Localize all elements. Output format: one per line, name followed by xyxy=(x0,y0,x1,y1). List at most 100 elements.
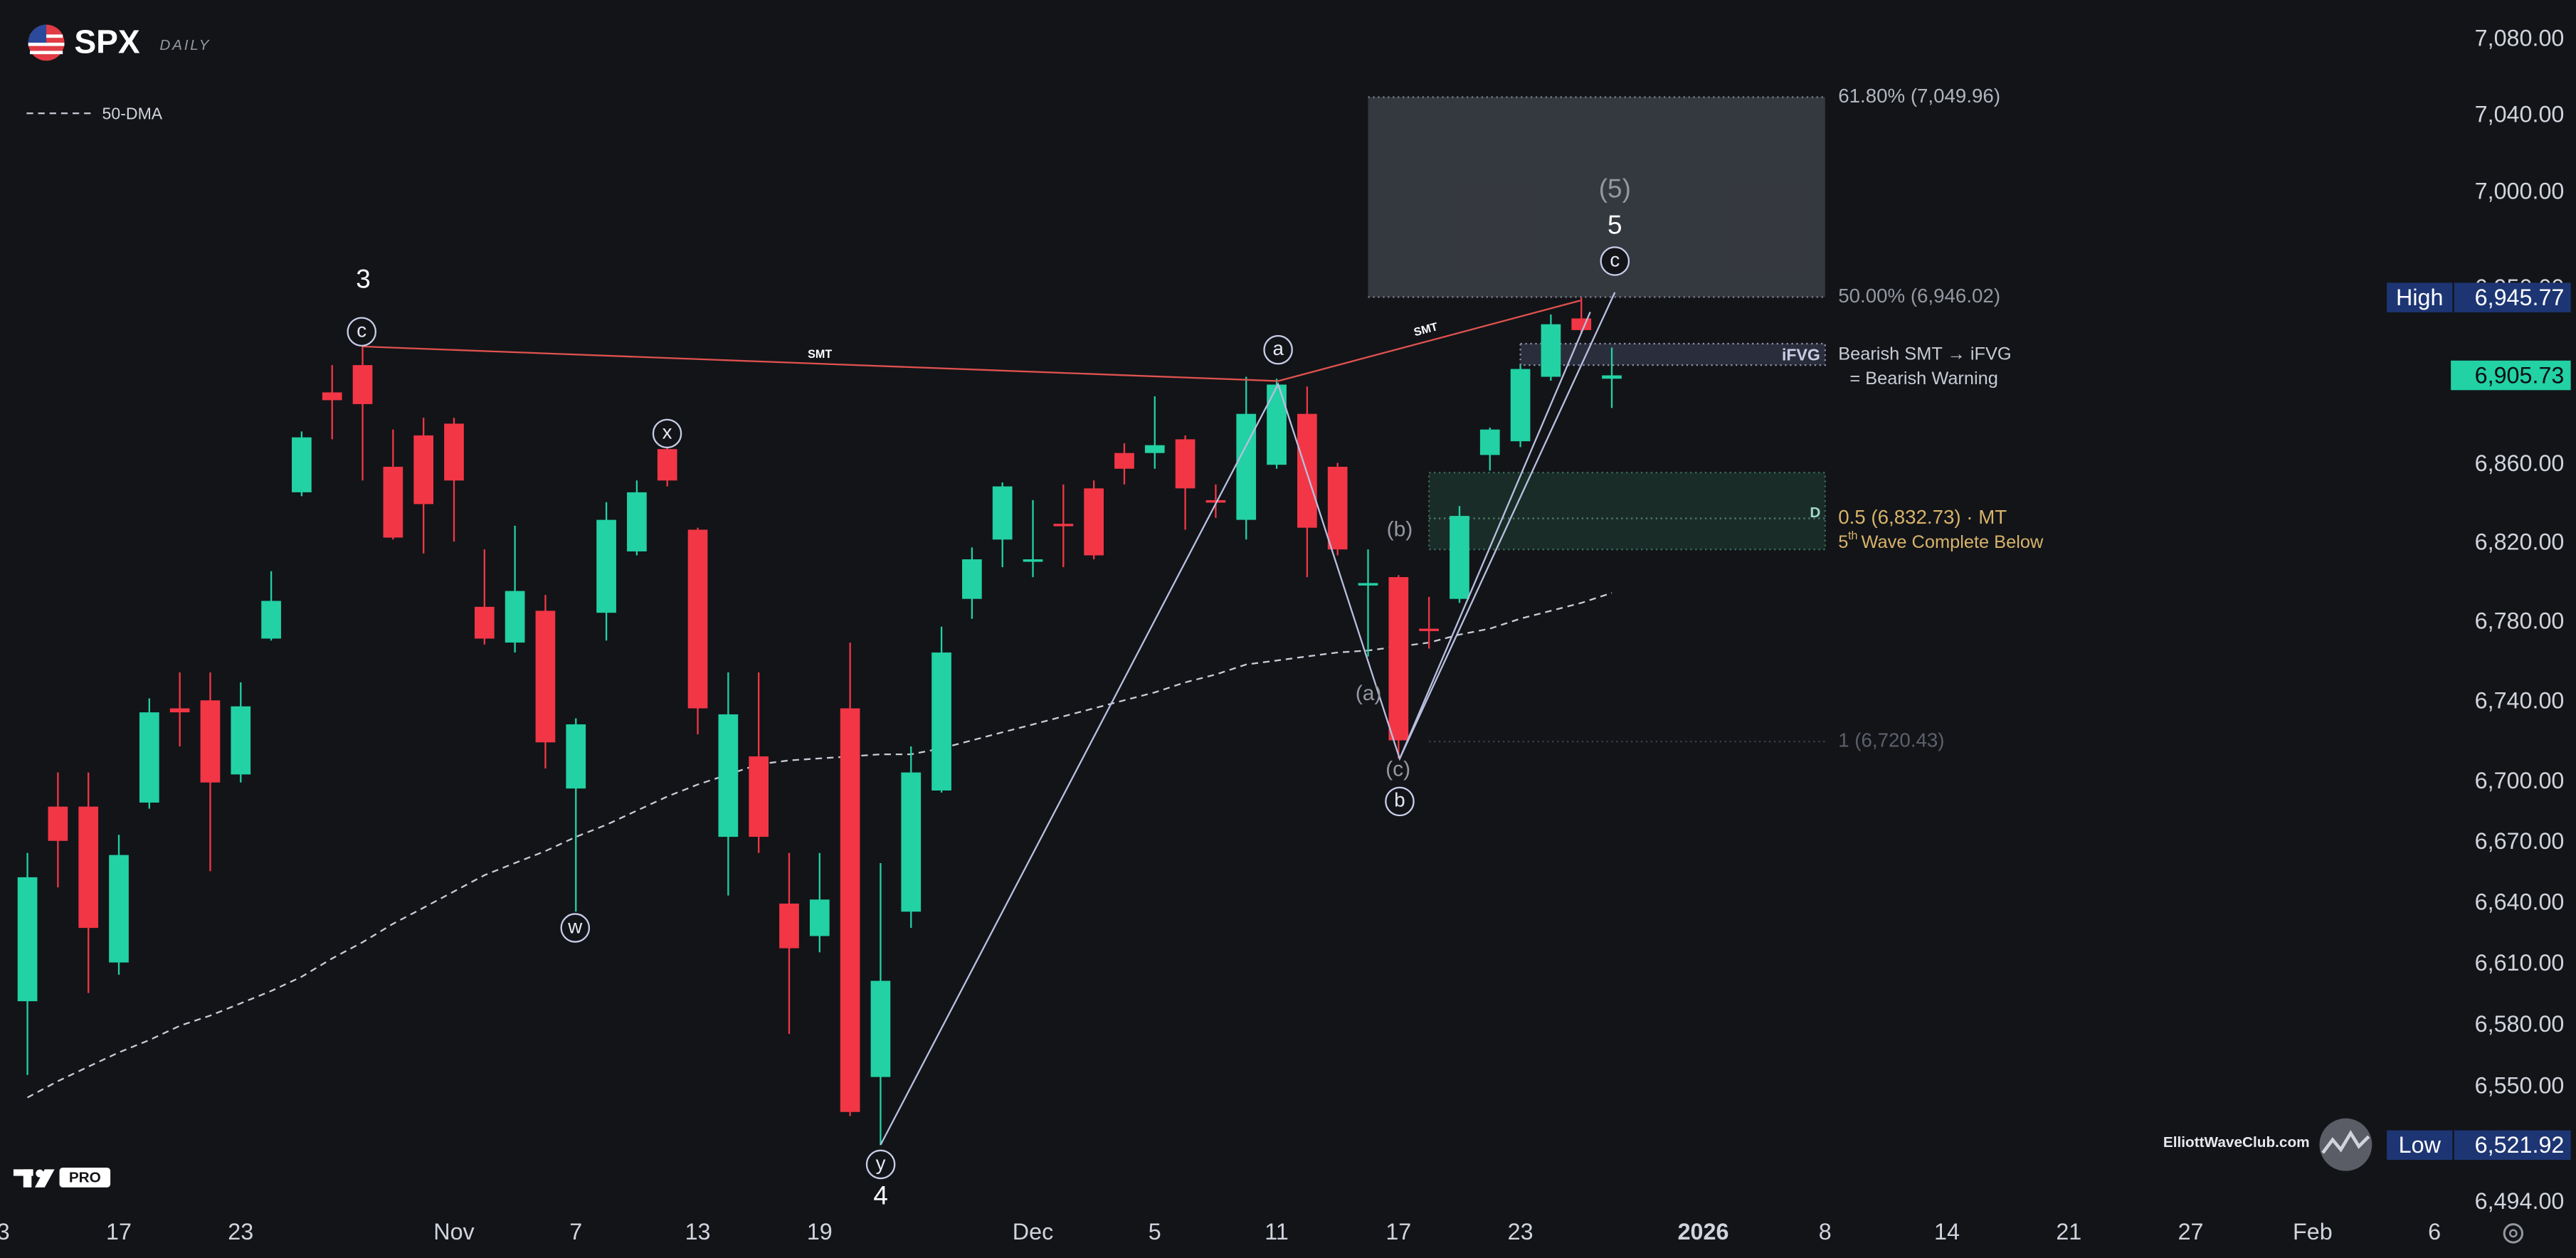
settings-button[interactable] xyxy=(2503,1223,2524,1244)
candle-body xyxy=(992,486,1013,540)
y-tick-label: 6,780.00 xyxy=(2475,608,2565,634)
candle-body xyxy=(1479,429,1500,455)
interval: DAILY xyxy=(159,37,211,53)
plan-badge: PRO xyxy=(69,1170,101,1186)
candle-body xyxy=(596,519,616,613)
candle-body xyxy=(413,435,434,504)
candle-body xyxy=(1267,384,1287,465)
candle-body xyxy=(901,772,922,912)
candle-body xyxy=(809,899,830,936)
candle-body xyxy=(718,714,739,837)
note-text: Wave Complete Below xyxy=(1862,532,2044,552)
candle-body xyxy=(200,700,221,783)
x-tick-label: Feb xyxy=(2293,1219,2333,1244)
x-tick-label: 27 xyxy=(2178,1219,2204,1244)
wave-circle xyxy=(652,418,682,449)
symbol-logo xyxy=(28,24,65,61)
price-label-name: Low xyxy=(2399,1132,2442,1158)
candle-body xyxy=(1388,577,1409,741)
candle-body xyxy=(109,855,129,963)
candle-body xyxy=(535,610,556,743)
wave-label: (c) xyxy=(1385,757,1410,781)
candle-body xyxy=(1327,466,1348,550)
price-label: 6,905.73 xyxy=(2475,362,2565,388)
smt-note: Bearish SMT → iFVG xyxy=(1838,344,2011,364)
candle-body xyxy=(1358,583,1378,586)
wave-label: x xyxy=(663,421,672,443)
candle-body xyxy=(1297,413,1317,528)
x-tick-label: 6 xyxy=(2428,1219,2441,1244)
y-tick-label: 7,000.00 xyxy=(2475,179,2565,204)
wave-circle xyxy=(347,317,377,347)
candle-body xyxy=(78,806,99,929)
y-tick-label: 6,670.00 xyxy=(2475,828,2565,854)
y-tick-label: 6,550.00 xyxy=(2475,1073,2565,1099)
wave-line xyxy=(1398,312,1591,759)
y-tick-label: 6,610.00 xyxy=(2475,950,2565,976)
wave-line xyxy=(880,292,1616,1146)
candle-body xyxy=(1419,628,1439,631)
wave-label: (b) xyxy=(1387,517,1413,541)
x-tick-label: 11 xyxy=(1265,1219,1289,1244)
y-tick-label: 6,740.00 xyxy=(2475,688,2565,714)
symbol: SPX xyxy=(74,23,140,60)
candle-body xyxy=(627,492,647,551)
candle-body xyxy=(139,712,159,803)
ifvg-zone xyxy=(1519,342,1826,366)
demand-zone xyxy=(1427,472,1826,551)
candle-body xyxy=(1175,439,1195,489)
x-tick-label: 13 xyxy=(685,1219,711,1244)
x-tick-label: 17 xyxy=(106,1219,132,1244)
candle-body xyxy=(474,606,495,639)
candle-body xyxy=(749,756,769,837)
y-tick-label: 6,860.00 xyxy=(2475,450,2565,476)
note-suffix: th xyxy=(1848,529,1857,542)
wave-label: (a) xyxy=(1356,682,1382,705)
wave-label: b xyxy=(1394,789,1405,811)
wave-label: 5 xyxy=(1608,210,1622,239)
note-number: 5 xyxy=(1838,532,1848,552)
price-label: 6,945.77 xyxy=(2475,285,2565,310)
candle-body xyxy=(687,529,708,709)
wave-label: y xyxy=(876,1152,886,1174)
smt-line xyxy=(1277,300,1581,382)
y-tick-label: 6,580.00 xyxy=(2475,1011,2565,1037)
smt-note: = Bearish Warning xyxy=(1849,369,1998,388)
smt-line xyxy=(363,345,1279,382)
x-tick-label: 7 xyxy=(569,1219,582,1244)
candle-body xyxy=(1510,369,1531,442)
wave-label: c xyxy=(357,319,366,342)
y-tick-label: 6,820.00 xyxy=(2475,529,2565,554)
x-tick-label: Dec xyxy=(1013,1219,1053,1244)
price-label-name-box xyxy=(2387,282,2453,312)
wave-label: a xyxy=(1272,337,1284,359)
candle-body xyxy=(779,903,799,948)
fib-label: 50.00% (6,946.02) xyxy=(1838,285,2000,307)
candle-body xyxy=(870,980,891,1077)
candle-body xyxy=(1053,524,1074,527)
price-label: 6,521.92 xyxy=(2475,1132,2565,1158)
candle-body xyxy=(505,591,525,643)
platform-logo xyxy=(13,1168,111,1188)
candle-body xyxy=(1205,500,1226,503)
x-tick-label: 8 xyxy=(1819,1219,1832,1244)
candle-body xyxy=(352,365,373,404)
wave-label: c xyxy=(1610,248,1620,270)
wave-circle xyxy=(1600,246,1630,276)
x-tick-label: 13 xyxy=(0,1219,10,1244)
wave-label: w xyxy=(567,915,583,937)
watermark-logo xyxy=(2319,1118,2372,1171)
fib-label: 1 (6,720.43) xyxy=(1838,729,1944,751)
candle-body xyxy=(1541,324,1561,377)
x-tick-label: 23 xyxy=(228,1219,253,1244)
candle-body xyxy=(1144,445,1165,453)
candle-body xyxy=(1114,453,1134,469)
x-tick-label: 2026 xyxy=(1678,1219,1729,1244)
price-label-box xyxy=(2451,360,2571,391)
x-tick-label: 17 xyxy=(1385,1219,1411,1244)
candle-body xyxy=(1450,516,1469,599)
y-tick-label: 6,494.00 xyxy=(2475,1188,2565,1214)
demand-zone-label: D xyxy=(1810,504,1820,521)
y-tick-label: 7,040.00 xyxy=(2475,102,2565,127)
premium-zone xyxy=(1368,97,1825,297)
